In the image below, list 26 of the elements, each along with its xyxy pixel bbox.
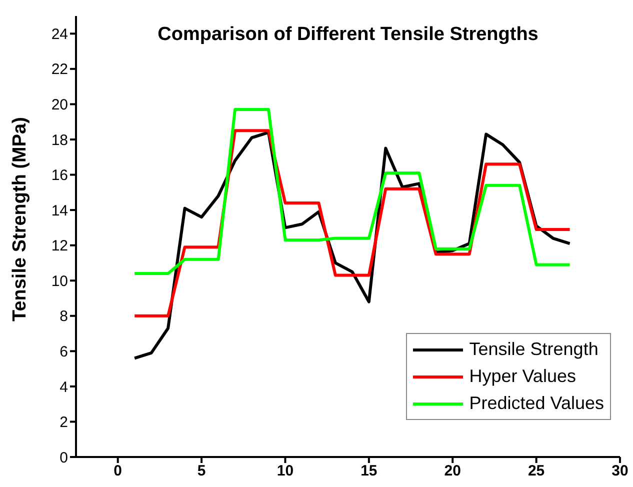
legend-label: Hyper Values xyxy=(469,365,576,388)
y-tick-label: 6 xyxy=(60,343,68,360)
y-tick-label: 24 xyxy=(51,26,68,43)
x-tick-label: 25 xyxy=(528,462,545,480)
x-tick-label: 10 xyxy=(276,462,294,480)
y-tick-label: 2 xyxy=(60,414,68,432)
y-tick-label: 16 xyxy=(51,167,68,184)
y-tick-label: 14 xyxy=(51,202,68,220)
y-tick-label: 10 xyxy=(51,272,68,290)
y-tick-label: 0 xyxy=(60,449,68,466)
chart-title: Comparison of Different Tensile Strengths xyxy=(156,24,540,46)
x-tick-label: 30 xyxy=(612,462,628,480)
legend-label: Tensile Strength xyxy=(469,338,598,361)
y-tick-label: 22 xyxy=(51,61,68,78)
y-tick-label: 8 xyxy=(60,308,68,326)
y-tick-label: 20 xyxy=(51,96,68,114)
x-tick-label: 20 xyxy=(444,462,461,480)
line-series xyxy=(133,108,572,276)
x-tick-label: 0 xyxy=(114,462,122,480)
y-axis-title: Tensile Strength (MPa) xyxy=(10,117,31,322)
x-tick-label: 15 xyxy=(360,462,378,480)
legend-label: Predicted Values xyxy=(469,392,604,415)
y-tick-label: 4 xyxy=(60,378,68,396)
y-tick-label: 18 xyxy=(51,132,68,149)
y-tick-label: 12 xyxy=(51,238,68,255)
x-tick-label: 5 xyxy=(197,462,206,480)
